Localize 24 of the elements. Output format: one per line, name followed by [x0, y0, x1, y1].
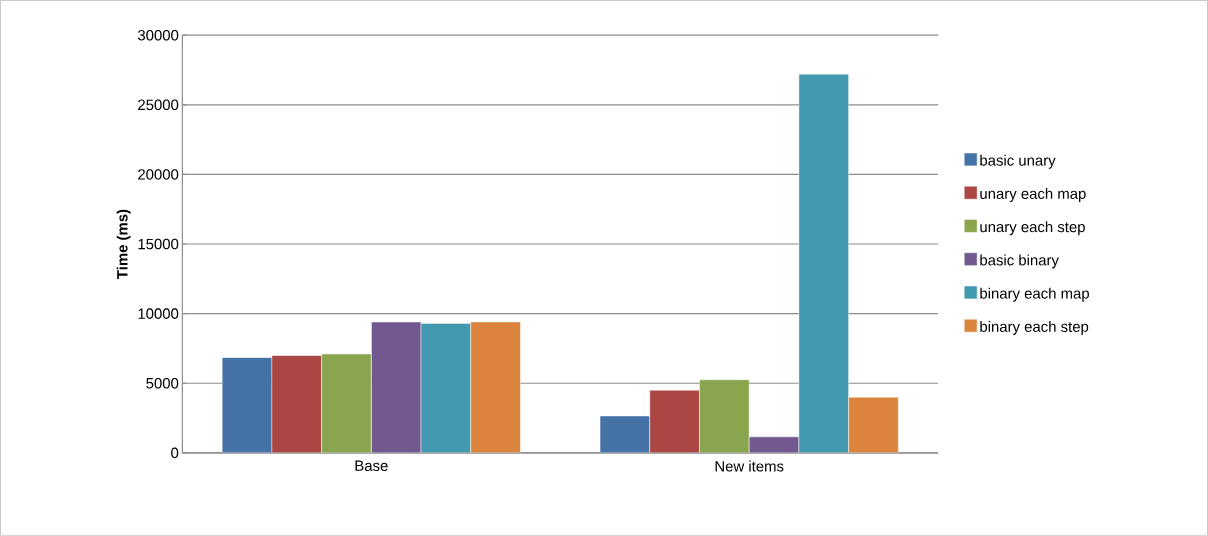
bar: [699, 379, 750, 453]
y-tick-label: 10000: [138, 308, 179, 320]
legend-label: unary each step: [980, 221, 1085, 236]
bar: [649, 390, 700, 453]
legend-label: unary each map: [980, 188, 1086, 203]
y-tick-label: 30000: [137, 30, 179, 41]
legend-label: basic unary: [980, 154, 1056, 169]
y-tick-label: 15000: [138, 238, 179, 250]
bar: [599, 415, 650, 453]
y-tick-label: 25000: [138, 99, 179, 111]
y-axis-title: Time (ms): [116, 209, 131, 280]
legend-label: basic binary: [980, 254, 1059, 269]
bar: [371, 321, 422, 453]
bar: [271, 355, 322, 453]
bar: [221, 357, 273, 453]
y-tick-label: 0: [171, 447, 179, 459]
x-tick-label: Base: [355, 460, 388, 472]
bar: [748, 436, 800, 453]
y-tick-label: 5000: [146, 378, 179, 389]
legend-label: binary each map: [980, 287, 1090, 302]
x-tick-label: New items: [715, 460, 784, 472]
legend-label: binary each step: [980, 321, 1089, 336]
bar: [321, 353, 372, 453]
y-tick-label: 20000: [138, 169, 179, 180]
